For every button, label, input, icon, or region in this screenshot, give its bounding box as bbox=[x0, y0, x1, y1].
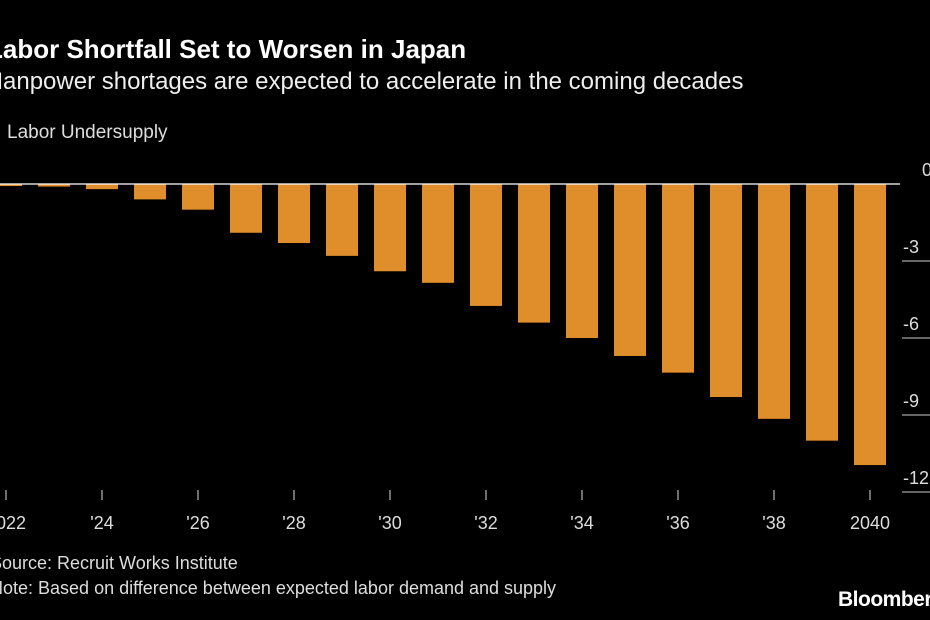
x-tick-label: '24 bbox=[90, 513, 113, 533]
bar-2034 bbox=[566, 184, 598, 338]
x-tick-label: '26 bbox=[186, 513, 209, 533]
x-tick-label: '38 bbox=[762, 513, 785, 533]
source-note: Source: Recruit Works Institute bbox=[0, 553, 238, 573]
bar-2029 bbox=[326, 184, 358, 256]
bar-2030 bbox=[374, 184, 406, 272]
bar-2026 bbox=[182, 184, 214, 210]
bar-2023 bbox=[38, 184, 70, 187]
bar-2025 bbox=[134, 184, 166, 200]
y-tick-label: -6 bbox=[903, 314, 919, 334]
bar-2028 bbox=[278, 184, 310, 244]
y-tick-label: -12 bbox=[903, 468, 929, 488]
x-tick-label: '30 bbox=[378, 513, 401, 533]
bar-2037 bbox=[710, 184, 742, 398]
bar-2031 bbox=[422, 184, 454, 283]
x-tick-label: 2040 bbox=[850, 513, 890, 533]
chart-subtitle: Manpower shortages are expected to accel… bbox=[0, 68, 744, 95]
bar-2027 bbox=[230, 184, 262, 233]
chart-title: Labor Shortfall Set to Worsen in Japan bbox=[0, 34, 467, 64]
x-tick-label: '34 bbox=[570, 513, 593, 533]
legend-label: Labor Undersupply bbox=[7, 122, 168, 143]
bloomberg-logo: Bloomberg bbox=[838, 588, 930, 611]
x-tick-label: '32 bbox=[474, 513, 497, 533]
x-tick-label: '36 bbox=[666, 513, 689, 533]
bar-2038 bbox=[758, 184, 790, 419]
x-tick-label: '28 bbox=[282, 513, 305, 533]
bar-2040 bbox=[854, 184, 886, 466]
bar-2035 bbox=[614, 184, 646, 356]
bar-2024 bbox=[86, 184, 118, 190]
y-tick-label: -9 bbox=[903, 391, 919, 411]
bar-2036 bbox=[662, 184, 694, 373]
legend: Labor Undersupply bbox=[0, 122, 168, 144]
y-tick-label: 0 bbox=[922, 160, 930, 180]
bar-2032 bbox=[470, 184, 502, 306]
y-tick-label: -3 bbox=[903, 237, 919, 257]
bar-2033 bbox=[518, 184, 550, 323]
bar-2039 bbox=[806, 184, 838, 441]
bar-2022 bbox=[0, 184, 22, 187]
footnote: Note: Based on difference between expect… bbox=[0, 578, 557, 598]
